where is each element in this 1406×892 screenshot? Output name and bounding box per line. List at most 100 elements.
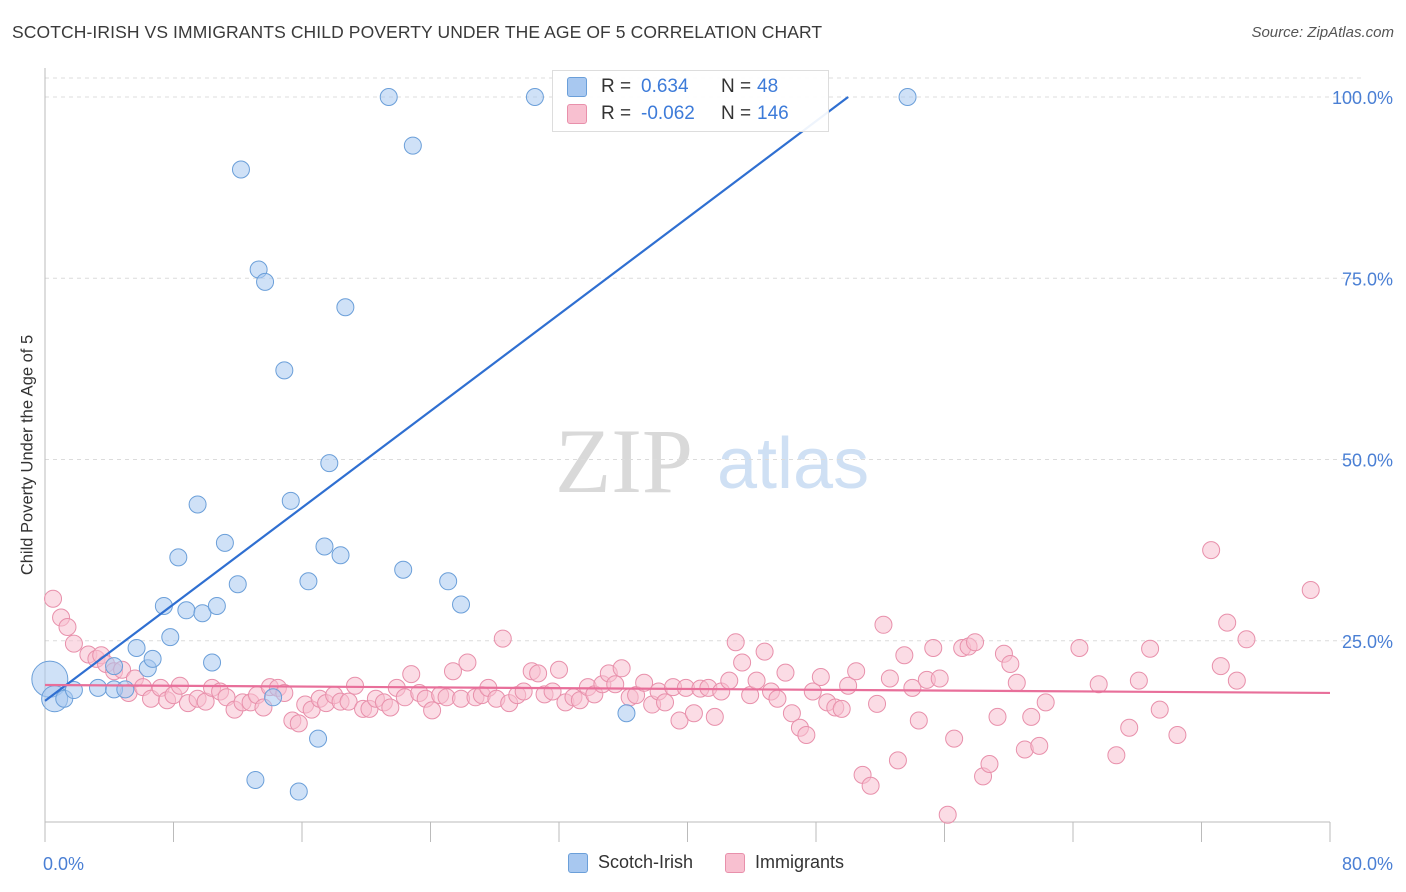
scotch-irish-point <box>898 88 917 106</box>
series-legend-scotch-irish[interactable]: Scotch-Irish <box>568 852 693 873</box>
scotch-irish-point <box>452 595 471 614</box>
immigrants-point <box>1227 671 1246 690</box>
immigrants-point <box>606 675 625 694</box>
immigrants-point <box>443 662 462 681</box>
scotch-irish-point <box>256 272 275 291</box>
legend-r-label: R = <box>601 103 632 124</box>
immigrants-point <box>966 633 985 652</box>
scotch-irish-point <box>315 537 334 556</box>
scotch-irish-trend-line <box>44 96 849 702</box>
immigrants-point <box>755 642 774 661</box>
immigrants-point <box>720 671 739 690</box>
scotch-irish-point <box>207 596 226 615</box>
legend-n-value: 48 <box>757 76 779 97</box>
y-tick-label: 75.0% <box>1342 269 1393 289</box>
scotch-irish-point <box>143 649 162 668</box>
scotch-irish-point <box>336 298 355 317</box>
immigrants-point <box>733 653 752 672</box>
y-tick-label: 50.0% <box>1342 451 1393 471</box>
scotch-irish-point <box>246 770 265 789</box>
scotch-irish-point <box>525 88 544 106</box>
scotch-irish-label: Scotch-Irish <box>598 852 694 872</box>
chart-title: SCOTCH-IRISH VS IMMIGRANTS CHILD POVERTY… <box>12 22 823 42</box>
immigrants-point <box>797 726 816 744</box>
scotch-irish-point <box>215 533 234 552</box>
immigrants-point <box>1089 675 1108 694</box>
immigrants-point <box>874 615 893 634</box>
immigrants-point <box>868 694 887 713</box>
x-tick-label: 0.0% <box>43 854 84 874</box>
series-legend: Scotch-Irish Immigrants <box>568 852 876 873</box>
correlation-legend: R = 0.634 N = 48 R = -0.062 N = 146 <box>552 70 829 132</box>
scotch-irish-point <box>193 604 212 623</box>
scotch-irish-point <box>177 601 196 620</box>
legend-n-label: N = <box>721 76 752 97</box>
scotch-irish-point <box>188 495 207 514</box>
source-label: Source: ZipAtlas.com <box>1251 24 1394 41</box>
series-legend-immigrants[interactable]: Immigrants <box>725 852 844 873</box>
x-tick-label: 80.0% <box>1342 854 1393 874</box>
immigrants-point <box>903 678 922 697</box>
immigrants-point <box>381 698 400 717</box>
legend-n-label: N = <box>721 103 752 124</box>
immigrants-point <box>768 689 787 708</box>
immigrants-point <box>550 660 568 679</box>
watermark-atlas: atlas <box>717 424 869 504</box>
immigrants-point <box>64 634 83 653</box>
legend-row-immigrants: R = -0.062 N = 146 <box>567 101 789 127</box>
immigrants-point <box>684 704 703 723</box>
scotch-irish-point <box>394 560 413 579</box>
scotch-irish-point <box>439 572 458 591</box>
immigrants-point <box>832 699 851 718</box>
y-tick-label: 100.0% <box>1332 88 1393 108</box>
immigrants-point <box>924 639 943 657</box>
legend-r-value: -0.062 <box>641 103 695 124</box>
scotch-irish-point <box>281 491 300 510</box>
legend-swatch-blue <box>567 77 587 97</box>
immigrants-point <box>458 653 477 672</box>
immigrants-point <box>811 668 830 686</box>
immigrants-point <box>44 589 63 608</box>
legend-swatch-pink <box>567 104 587 124</box>
immigrants-point <box>656 693 675 712</box>
immigrants-point <box>1107 746 1126 765</box>
scotch-irish-point <box>309 729 328 748</box>
immigrants-point <box>938 805 957 824</box>
immigrants-point <box>847 662 866 681</box>
immigrants-point <box>1129 671 1148 690</box>
watermark: ZIP atlas <box>555 410 869 512</box>
immigrants-point <box>1070 639 1089 657</box>
scotch-irish-point <box>228 575 247 594</box>
scotch-irish-point <box>320 454 339 473</box>
scotch-irish-point <box>89 678 108 697</box>
immigrants-point <box>782 704 801 723</box>
scotch-irish-point <box>275 361 294 380</box>
immigrants-point <box>880 669 899 688</box>
immigrants-point <box>945 729 964 748</box>
immigrants-point <box>1211 657 1230 676</box>
immigrants-point <box>1218 613 1237 632</box>
scotch-irish-point <box>289 782 308 801</box>
immigrants-point <box>58 617 77 636</box>
scotch-irish-point <box>116 680 135 699</box>
immigrants-point <box>1301 581 1320 599</box>
immigrants-point <box>705 707 724 726</box>
immigrants-point <box>909 711 928 730</box>
immigrants-point <box>346 676 365 695</box>
immigrants-point <box>888 751 907 770</box>
immigrants-point <box>635 673 654 692</box>
scotch-irish-swatch <box>568 852 588 873</box>
scotch-irish-point <box>169 548 188 567</box>
immigrants-point <box>1237 630 1256 649</box>
tick-labels: 25.0% 50.0% 75.0% 100.0% 0.0% 80.0% <box>43 88 1393 874</box>
immigrants-point <box>930 669 949 688</box>
immigrants-point <box>339 692 358 711</box>
scotch-irish-point <box>617 704 636 723</box>
immigrants-point <box>289 714 308 733</box>
scotch-irish-point <box>105 657 124 676</box>
scotch-irish-point <box>331 546 350 565</box>
immigrants-point <box>1150 700 1169 719</box>
legend-r-label: R = <box>601 76 632 97</box>
legend-r-value: 0.634 <box>641 76 689 97</box>
